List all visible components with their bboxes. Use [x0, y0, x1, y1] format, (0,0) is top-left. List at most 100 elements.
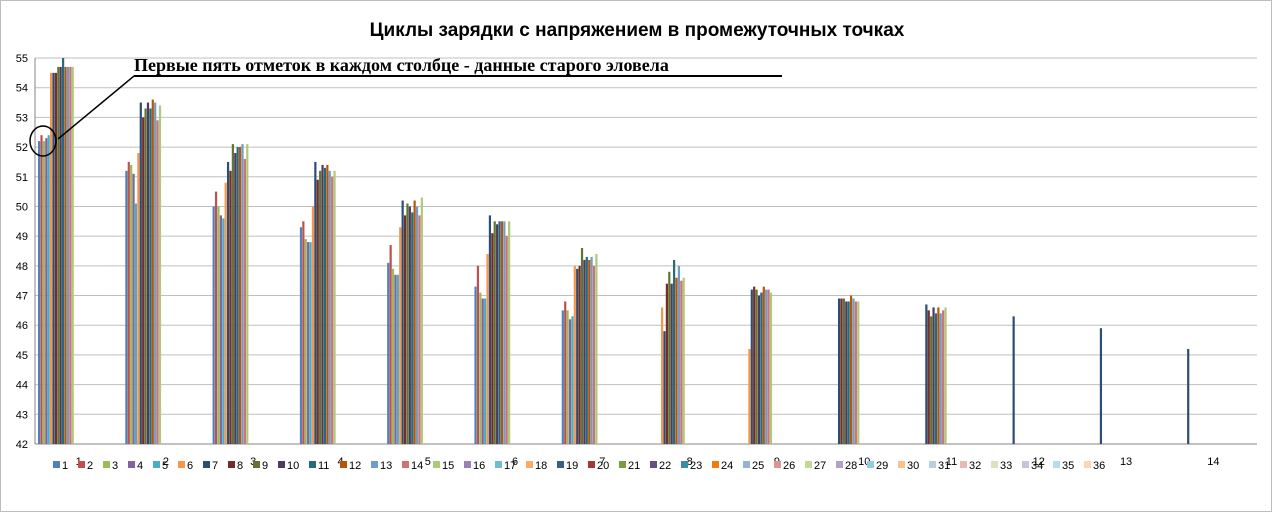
legend-label: 10 — [287, 460, 299, 472]
bar-series-15-cat-1 — [71, 66, 74, 445]
legend-swatch — [371, 461, 378, 468]
bar-series-4-cat-5 — [394, 274, 397, 444]
bar-series-9-cat-3 — [231, 144, 234, 444]
bar-series-12-cat-10 — [849, 295, 853, 444]
legend-swatch — [1084, 461, 1091, 468]
bar-series-8-cat-2 — [142, 117, 145, 444]
bar-series-3-cat-6 — [479, 292, 482, 444]
bar-series-6-cat-7 — [573, 265, 576, 444]
legend-label: 8 — [237, 460, 243, 472]
bar-series-7-cat-2 — [139, 102, 142, 445]
legend-label: 12 — [349, 460, 361, 472]
bar-series-11-cat-1 — [62, 58, 65, 444]
legend-swatch — [898, 461, 905, 468]
legend-label: 32 — [969, 460, 981, 472]
bar-series-13-cat-6 — [503, 221, 506, 444]
bar-series-11-cat-11 — [934, 313, 938, 444]
bar-series-10-cat-5 — [408, 206, 411, 444]
legend-swatch — [588, 461, 595, 468]
legend-label: 35 — [1062, 460, 1074, 472]
legend-swatch — [526, 461, 533, 468]
bar-series-9-cat-8 — [668, 271, 671, 444]
legend-swatch — [228, 461, 235, 468]
bar-series-12-cat-2 — [151, 99, 154, 445]
y-tick-label: 48 — [16, 261, 28, 273]
bar-series-15-cat-4 — [333, 170, 336, 445]
bar-series-3-cat-1 — [42, 141, 45, 444]
legend-label: 21 — [628, 460, 640, 472]
bar-series-15-cat-5 — [420, 197, 423, 444]
legend-swatch — [619, 461, 626, 468]
bar-series-4-cat-1 — [45, 138, 48, 444]
bar-series-9-cat-10 — [842, 298, 845, 444]
bar-series-7-cat-12 — [1012, 316, 1015, 444]
bar-series-10-cat-6 — [496, 224, 499, 444]
legend-label: 1 — [62, 460, 68, 472]
bar-series-1-cat-4 — [299, 227, 303, 444]
bar-series-7-cat-8 — [663, 331, 666, 444]
bar-series-6-cat-1 — [50, 72, 53, 444]
y-tick-label: 47 — [16, 291, 28, 303]
legend-label: 34 — [1031, 460, 1043, 472]
bar-series-1-cat-1 — [38, 141, 41, 444]
bar-series-15-cat-6 — [508, 221, 511, 444]
bar-series-12-cat-7 — [588, 259, 591, 444]
bar-series-9-cat-9 — [755, 289, 758, 444]
bar-series-7-cat-4 — [314, 161, 317, 444]
bar-series-2-cat-4 — [302, 221, 305, 444]
legend-label: 28 — [845, 460, 857, 472]
bars — [38, 58, 1190, 445]
y-tick-label: 43 — [16, 409, 28, 421]
bar-series-12-cat-3 — [238, 147, 242, 445]
legend-label: 15 — [442, 460, 454, 472]
legend-label: 7 — [212, 460, 218, 472]
bar-series-3-cat-5 — [391, 268, 395, 444]
bar-series-4-cat-7 — [568, 319, 572, 444]
legend-label: 30 — [907, 460, 919, 472]
legend-swatch — [178, 461, 185, 468]
bar-series-1-cat-3 — [212, 206, 215, 444]
y-tick-label: 42 — [16, 439, 28, 451]
y-tick-label: 54 — [16, 83, 28, 95]
y-tick-label: 51 — [16, 172, 28, 184]
bar-series-7-cat-1 — [52, 72, 55, 444]
bar-series-13-cat-3 — [241, 144, 244, 444]
bar-series-13-cat-1 — [66, 66, 69, 445]
bar-series-7-cat-5 — [401, 200, 404, 444]
legend-swatch — [712, 461, 719, 468]
bar-series-8-cat-9 — [753, 286, 756, 444]
bar-series-10-cat-2 — [146, 102, 150, 445]
bar-series-11-cat-7 — [585, 256, 588, 444]
legend-label: 29 — [876, 460, 888, 472]
bar-series-3-cat-4 — [304, 239, 307, 444]
bar-series-9-cat-1 — [57, 66, 60, 445]
x-tick-label: 8 — [687, 456, 693, 468]
legend-label: 2 — [87, 460, 93, 472]
bar-series-5-cat-3 — [222, 218, 225, 444]
bar-series-12-cat-5 — [413, 200, 416, 444]
legend-swatch — [960, 461, 967, 468]
bar-series-3-cat-2 — [130, 164, 133, 444]
bar-series-4-cat-6 — [481, 298, 484, 444]
bar-series-14-cat-4 — [331, 176, 334, 444]
annotation-leader-line — [57, 75, 135, 140]
bar-series-12-cat-11 — [937, 307, 940, 444]
bar-series-2-cat-7 — [564, 301, 567, 444]
bar-series-14-cat-3 — [243, 158, 246, 444]
bar-series-5-cat-5 — [396, 274, 399, 444]
legend-label: 36 — [1093, 460, 1105, 472]
bar-series-10-cat-10 — [845, 301, 848, 444]
legend-label: 33 — [1000, 460, 1012, 472]
bar-series-6-cat-9 — [748, 348, 751, 444]
x-tick-label: 14 — [1207, 456, 1219, 468]
y-axis-ticks: 42 43 44 45 46 47 48 49 50 51 52 53 54 55 — [16, 53, 28, 451]
bar-series-5-cat-7 — [571, 316, 574, 444]
bar-series-15-cat-10 — [857, 301, 860, 444]
bar-series-15-cat-7 — [595, 253, 598, 444]
bar-series-8-cat-5 — [403, 215, 407, 444]
bar-series-10-cat-3 — [234, 153, 237, 444]
bar-series-12-cat-4 — [326, 164, 329, 444]
legend-swatch — [253, 461, 260, 468]
legend-label: 25 — [752, 460, 764, 472]
